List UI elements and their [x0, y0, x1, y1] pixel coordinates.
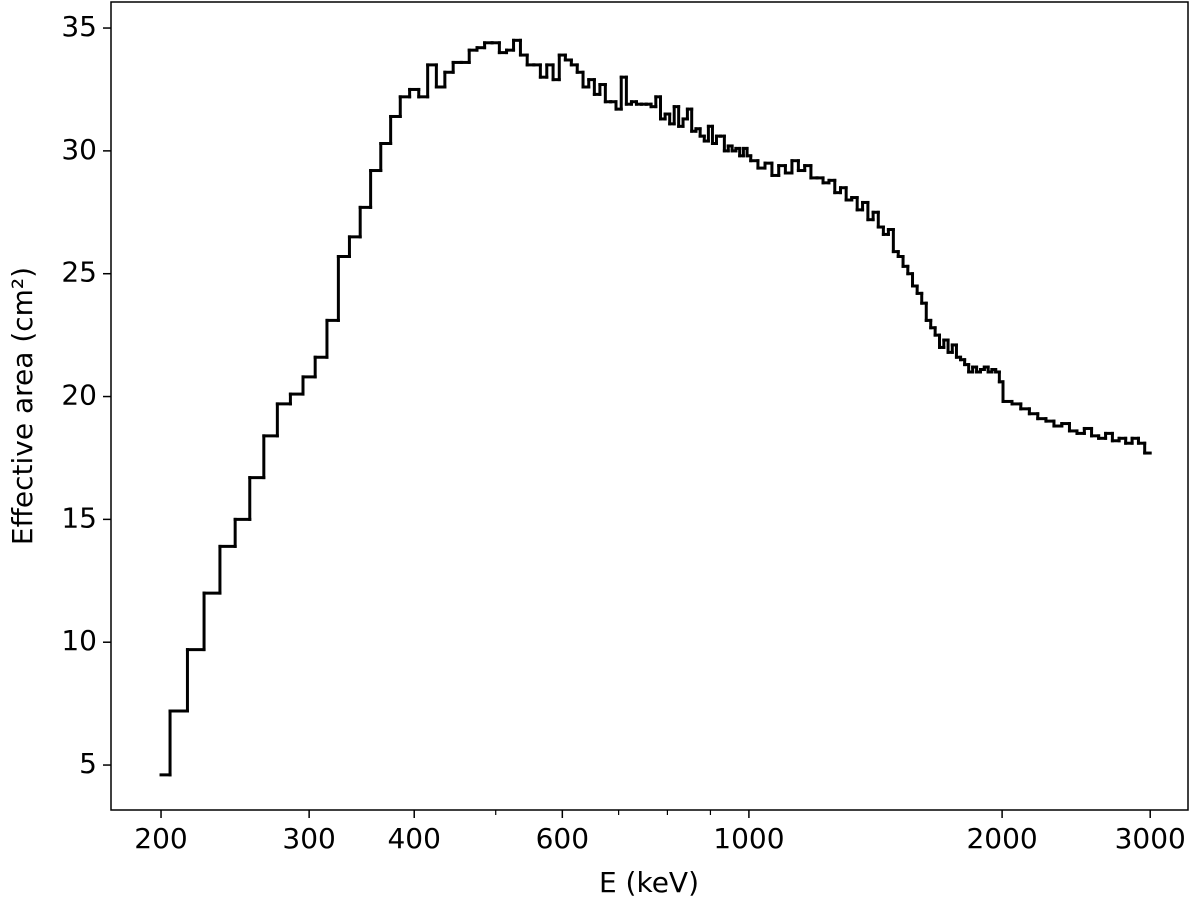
y-tick-label: 25	[61, 256, 97, 289]
x-tick-label: 400	[387, 822, 440, 855]
y-axis-label: Effective area (cm²)	[6, 267, 39, 545]
y-tick-label: 35	[61, 10, 97, 43]
plot-frame	[110, 1, 1189, 811]
x-tick-label: 3000	[1115, 822, 1186, 855]
y-tick-label: 5	[79, 747, 97, 780]
x-tick-label: 600	[536, 822, 589, 855]
y-tick-label: 30	[61, 133, 97, 166]
y-tick-label: 10	[61, 624, 97, 657]
x-tick-label: 200	[134, 822, 187, 855]
x-axis-label: E (keV)	[599, 866, 699, 899]
y-tick-label: 20	[61, 379, 97, 412]
x-tick-label: 1000	[713, 822, 784, 855]
x-tick-label: 2000	[966, 822, 1037, 855]
y-tick-label: 15	[61, 501, 97, 534]
x-tick-label: 300	[282, 822, 335, 855]
